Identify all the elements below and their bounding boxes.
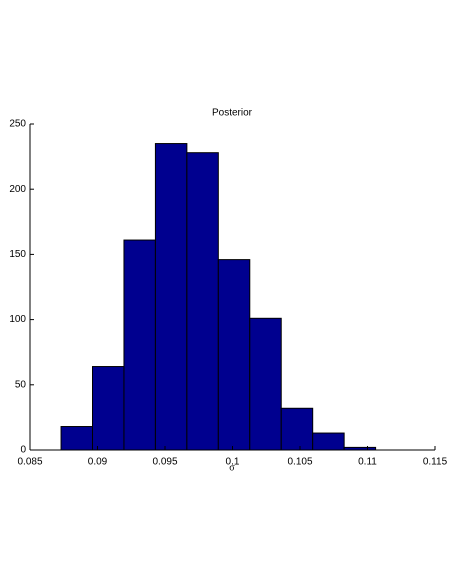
x-tick-label: 0.09 bbox=[88, 457, 108, 468]
y-tick-label: 100 bbox=[9, 314, 26, 325]
y-tick-label: 200 bbox=[9, 184, 26, 195]
bar bbox=[249, 317, 282, 451]
bar bbox=[312, 432, 345, 451]
x-axis-label: σ bbox=[229, 462, 235, 473]
x-tick-label: 0.1 bbox=[226, 457, 240, 468]
bar bbox=[280, 407, 314, 451]
y-tick-label: 150 bbox=[9, 249, 26, 260]
x-tick-label: 0.105 bbox=[287, 457, 312, 468]
x-tick-label: 0.085 bbox=[17, 457, 42, 468]
x-tick-label: 0.095 bbox=[152, 457, 177, 468]
x-tick-label: 0.115 bbox=[423, 457, 448, 468]
y-tick-label: 250 bbox=[9, 119, 26, 130]
bar bbox=[60, 426, 94, 451]
bar bbox=[92, 366, 125, 451]
bar bbox=[154, 143, 188, 451]
bar bbox=[123, 239, 156, 451]
bar bbox=[186, 152, 219, 451]
x-tick-label: 0.11 bbox=[358, 457, 377, 468]
y-tick-label: 50 bbox=[15, 379, 27, 390]
y-tick-label: 0 bbox=[20, 445, 26, 456]
chart-title: Posterior bbox=[212, 108, 253, 119]
bar bbox=[217, 259, 251, 451]
